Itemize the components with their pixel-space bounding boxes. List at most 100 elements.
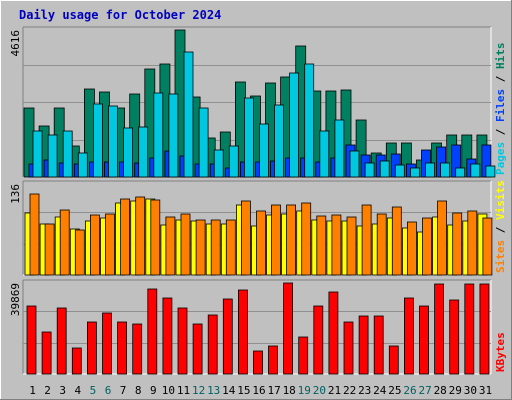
bar-sites-day-30 (467, 210, 478, 276)
x-tick-label-19: 19 (298, 384, 311, 397)
bar-sites-day-16 (256, 210, 266, 276)
x-tick-label-5: 5 (90, 384, 97, 397)
bar-sites-day-26 (406, 221, 417, 276)
x-tick-label-29: 29 (449, 384, 462, 397)
bar-pages-day-29 (455, 167, 466, 178)
bar-kbytes-day-25 (388, 345, 399, 375)
bar-kbytes-day-22 (343, 321, 354, 375)
series-legend: KBytes (494, 332, 507, 372)
bar-kbytes-day-26 (403, 297, 414, 375)
bar-kbytes-day-29 (449, 299, 460, 375)
x-tick-label-20: 20 (313, 384, 326, 397)
bar-sites-day-24 (376, 213, 387, 276)
bar-kbytes-day-9 (147, 288, 158, 375)
chart-panels: 4616 Pages / Files / Hits 136 Sites / Visit… (9, 26, 507, 375)
legend-files: Files (494, 89, 507, 122)
bar-kbytes-day-11 (177, 307, 188, 375)
x-tick-label-27: 27 (418, 384, 431, 397)
x-tick-label-11: 11 (177, 384, 190, 397)
x-tick-label-28: 28 (434, 384, 447, 397)
x-tick-label-1: 1 (29, 384, 36, 397)
bar-sites-day-7 (120, 198, 130, 276)
bar-pages-day-18 (289, 72, 300, 178)
x-tick-label-9: 9 (150, 384, 157, 397)
bar-kbytes-day-19 (298, 336, 309, 375)
bar-sites-day-12 (195, 219, 206, 276)
x-tick-label-23: 23 (358, 384, 371, 397)
bar-pages-day-24 (379, 160, 390, 178)
bar-pages-day-23 (364, 162, 375, 178)
legend-pages: Pages (494, 142, 507, 175)
bar-kbytes-day-31 (479, 283, 490, 375)
x-tick-label-31: 31 (479, 384, 492, 397)
x-tick-label-17: 17 (267, 384, 280, 397)
bar-sites-day-4 (74, 229, 85, 276)
chart-panel-2: 136 Sites / Visits (9, 180, 507, 276)
bar-kbytes-day-15 (237, 289, 248, 375)
bar-kbytes-day-28 (434, 283, 445, 375)
chart-panel-1: 4616 Pages / Files / Hits (9, 26, 507, 178)
bar-sites-day-15 (240, 200, 251, 276)
bar-pages-day-2 (47, 134, 58, 178)
y-max-label: 136 (9, 184, 22, 204)
bar-kbytes-day-1 (26, 305, 37, 375)
bar-pages-day-8 (138, 126, 149, 178)
legend-separator: / (494, 220, 507, 240)
bar-pages-day-20 (319, 130, 330, 178)
legend-kbytes: KBytes (494, 332, 507, 372)
bar-pages-day-5 (93, 103, 103, 178)
bar-kbytes-day-20 (313, 305, 324, 375)
x-tick-label-14: 14 (222, 384, 236, 397)
series-legend: Pages / Files / Hits (494, 43, 507, 176)
bar-sites-day-25 (391, 206, 402, 276)
bar-kbytes-day-7 (117, 321, 127, 375)
bar-sites-day-18 (286, 204, 297, 276)
x-tick-label-2: 2 (44, 384, 51, 397)
bar-kbytes-day-13 (207, 314, 218, 375)
bar-pages-day-12 (198, 107, 209, 178)
bar-kbytes-day-24 (373, 315, 384, 375)
bar-pages-day-10 (168, 93, 179, 178)
bar-kbytes-day-4 (71, 347, 82, 375)
bar-sites-day-29 (452, 212, 463, 276)
bar-pages-day-6 (108, 105, 118, 178)
x-tick-label-24: 24 (373, 384, 387, 397)
bar-sites-day-27 (422, 217, 432, 276)
bar-pages-day-11 (183, 51, 194, 178)
bar-sites-day-22 (346, 216, 357, 276)
bar-sites-day-31 (482, 217, 493, 276)
legend-sites: Sites (494, 240, 507, 273)
bar-sites-day-6 (105, 213, 115, 276)
y-max-label: 4616 (9, 30, 22, 57)
bar-kbytes-day-8 (132, 323, 143, 375)
bar-kbytes-day-3 (56, 307, 67, 375)
bar-kbytes-day-14 (222, 298, 233, 375)
bar-kbytes-day-6 (102, 312, 112, 375)
bar-sites-day-20 (316, 215, 327, 276)
x-tick-label-8: 8 (135, 384, 142, 397)
bar-sites-day-9 (150, 199, 161, 276)
bar-pages-day-9 (153, 92, 164, 178)
chart-panel-3: 39869 KBytes (9, 279, 507, 375)
bar-pages-day-27 (425, 162, 435, 178)
x-tick-label-26: 26 (403, 384, 416, 397)
x-tick-label-4: 4 (74, 384, 81, 397)
bar-pages-day-14 (228, 145, 239, 178)
bar-pages-day-31 (485, 165, 496, 178)
x-tick-label-18: 18 (283, 384, 296, 397)
bar-kbytes-day-16 (253, 350, 263, 375)
bar-sites-day-11 (180, 213, 191, 276)
x-tick-label-21: 21 (328, 384, 341, 397)
bar-pages-day-3 (62, 130, 73, 178)
bar-pages-day-16 (259, 123, 269, 178)
bar-sites-day-3 (59, 209, 70, 276)
x-tick-label-6: 6 (105, 384, 112, 397)
bar-pages-day-7 (123, 127, 133, 178)
y-max-label: 39869 (9, 283, 22, 316)
bar-pages-day-13 (213, 149, 224, 178)
legend-hits: Hits (494, 43, 507, 70)
x-tick-label-12: 12 (192, 384, 205, 397)
bar-sites-day-8 (135, 196, 146, 276)
bar-pages-day-21 (334, 119, 345, 178)
